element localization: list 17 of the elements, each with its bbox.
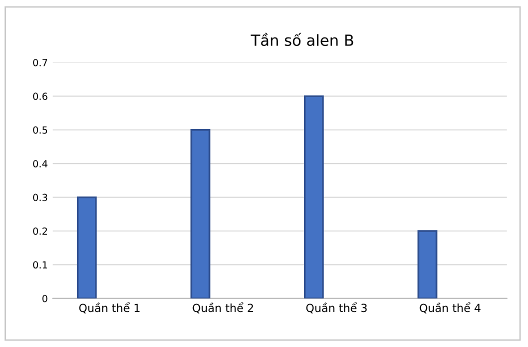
bar: [190, 129, 210, 298]
bar: [304, 95, 324, 298]
bar: [418, 230, 438, 298]
x-tick-label: Quần thể 1: [79, 302, 140, 314]
y-tick-label: 0.7: [33, 58, 48, 66]
bar: [76, 196, 97, 298]
y-tick-label: 0.1: [33, 261, 48, 269]
y-tick-label: 0.5: [33, 126, 48, 134]
x-tick-label: Quần thể 4: [420, 302, 480, 314]
x-tick-label: Quần thể 3: [306, 302, 367, 314]
y-tick-label: 0.2: [33, 227, 47, 235]
y-tick-label: 0.6: [33, 92, 48, 100]
chart-title: Tần số alen B: [250, 32, 354, 46]
y-tick-label: 0: [42, 294, 48, 302]
y-tick-label: 0.3: [33, 194, 48, 202]
y-tick-label: 0.4: [33, 160, 48, 168]
x-tick-label: Quần thể 2: [192, 302, 253, 314]
